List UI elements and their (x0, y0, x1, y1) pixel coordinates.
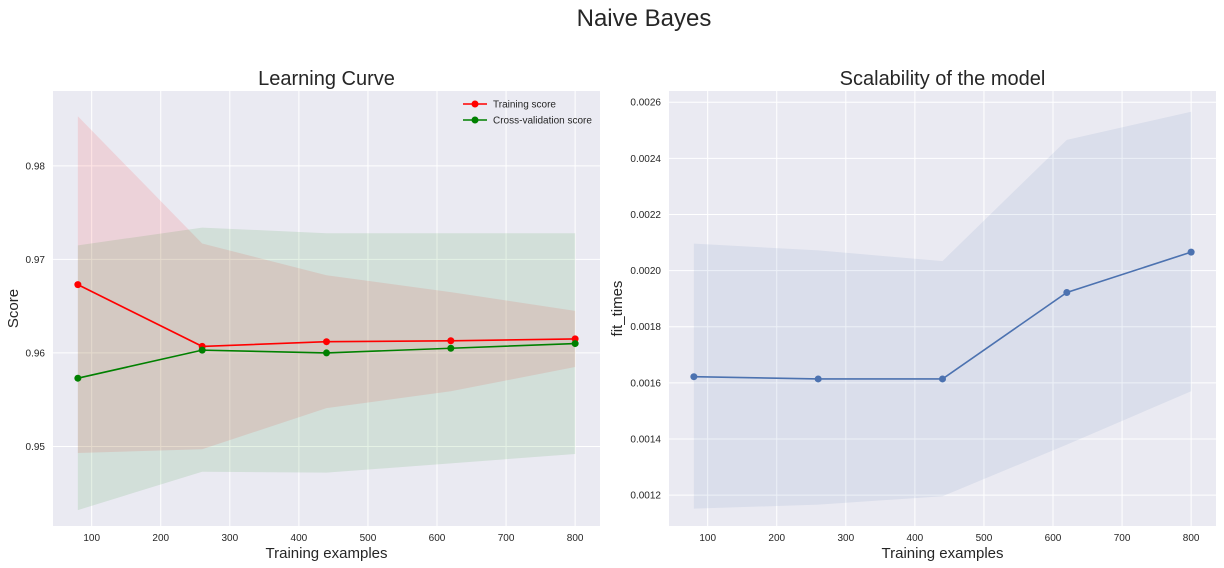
x-tick-label: 200 (768, 533, 785, 544)
data-point (1063, 289, 1071, 297)
confidence-band-training-score (77, 116, 576, 454)
legend-label: Training score (493, 100, 556, 111)
data-point (323, 338, 330, 346)
y-tick-label: 0.0024 (630, 154, 661, 165)
data-point (74, 281, 82, 289)
y-tick-label: 0.96 (26, 348, 46, 359)
legend-marker (471, 100, 479, 108)
y-tick-label: 0.95 (26, 442, 46, 453)
x-tick-label: 800 (567, 533, 584, 544)
x-tick-label: 600 (1045, 533, 1062, 544)
x-tick-label: 500 (360, 533, 377, 544)
y-tick-label: 0.0018 (630, 322, 661, 333)
y-tick-label: 0.0016 (630, 378, 661, 389)
data-point (74, 374, 82, 382)
data-point (198, 346, 206, 354)
x-tick-label: 100 (699, 533, 716, 544)
chart-title: Scalability of the model (840, 68, 1046, 90)
plot-area (669, 91, 1216, 526)
data-point (1187, 248, 1195, 256)
x-tick-label: 200 (152, 533, 169, 544)
x-axis-label: Training examples (266, 545, 388, 562)
x-tick-label: 600 (429, 533, 446, 544)
y-tick-label: 0.0026 (630, 98, 661, 109)
x-tick-label: 800 (1183, 533, 1200, 544)
learning-curve-panel: 100 200 300 400 500 600 700 800 0.95 0.96 0.97 0.98… (5, 68, 600, 562)
y-axis-label: fit_times (609, 281, 626, 337)
legend-marker (471, 116, 479, 124)
plot-area (53, 91, 600, 526)
confidence-band-cross-validation-score (77, 227, 576, 511)
legend-label: Cross-validation score (493, 116, 592, 127)
x-tick-label: 700 (1114, 533, 1131, 544)
x-tick-label: 300 (221, 533, 238, 544)
y-axis-label: Score (5, 289, 22, 328)
x-tick-label: 400 (291, 533, 308, 544)
y-tick-label: 0.0014 (630, 435, 661, 446)
data-point (571, 340, 579, 348)
figure-title: Naive Bayes (577, 5, 712, 32)
confidence-band-series-0 (693, 111, 1192, 509)
data-point (690, 373, 698, 381)
y-tick-label: 0.0012 (630, 491, 661, 502)
x-axis-label: Training examples (882, 545, 1004, 562)
y-tick-label: 0.97 (26, 255, 46, 266)
legend: Training score Cross-validation score (463, 100, 592, 127)
x-tick-label: 700 (498, 533, 515, 544)
data-point (447, 344, 455, 352)
y-tick-label: 0.0022 (630, 210, 661, 221)
x-tick-label: 400 (907, 533, 924, 544)
data-point (447, 337, 455, 345)
x-tick-label: 500 (976, 533, 993, 544)
y-tick-label: 0.0020 (630, 266, 661, 277)
x-tick-label: 300 (837, 533, 854, 544)
y-tick-label: 0.98 (26, 161, 46, 172)
data-point (323, 349, 330, 357)
chart-title: Learning Curve (258, 68, 395, 90)
data-point (814, 375, 822, 383)
scalability-panel: 100 200 300 400 500 600 700 800 0.0012 0.0014 0.00… (609, 68, 1216, 562)
data-point (939, 375, 946, 383)
x-tick-label: 100 (83, 533, 100, 544)
